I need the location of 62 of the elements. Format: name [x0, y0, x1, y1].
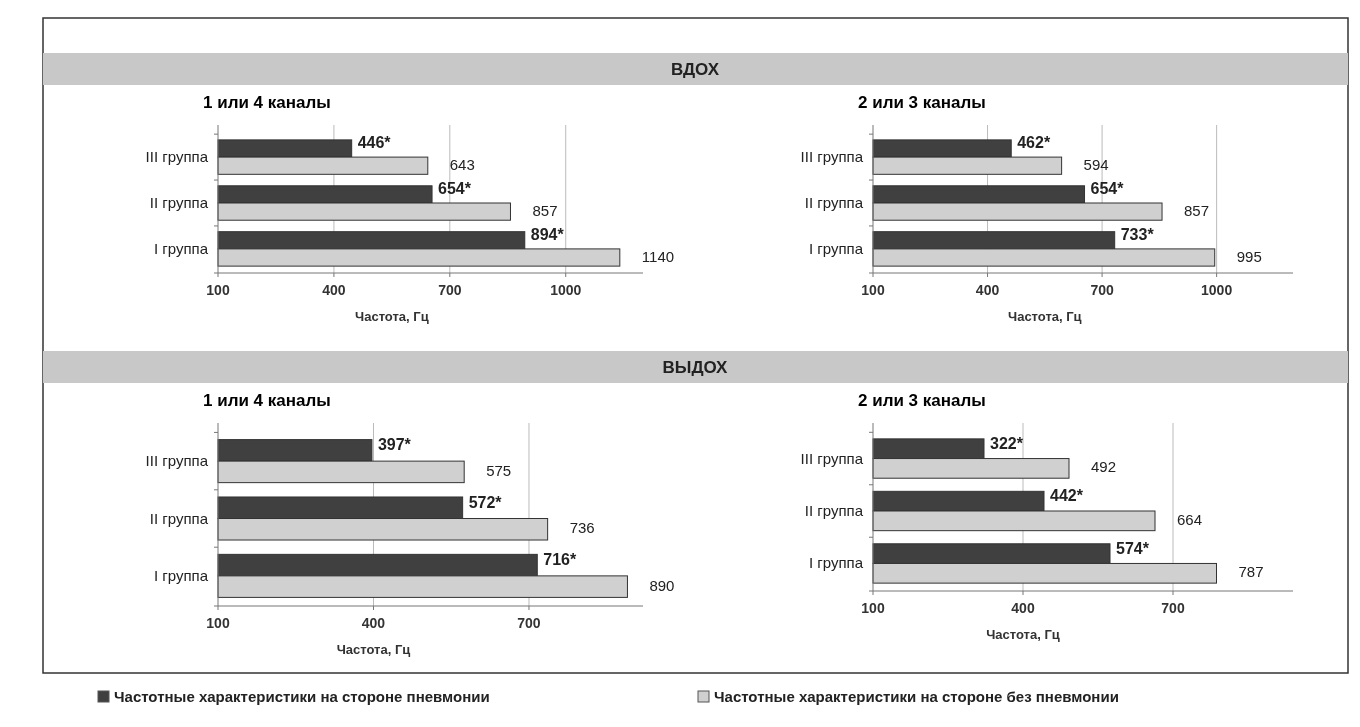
data-label: 575: [486, 461, 512, 479]
text: ВДОХ: [670, 60, 720, 79]
data-label: 1140: [641, 247, 675, 265]
data-label: 572*: [468, 493, 503, 511]
data-label: 594: [1083, 155, 1109, 173]
legend-label: Частотные характеристики на стороне пневмонии: [114, 688, 490, 705]
data-label: 857: [1184, 201, 1210, 219]
chart-title: 2 или 3 каналы: [858, 93, 986, 112]
data-label: 787: [1238, 563, 1264, 581]
data-label: 716*: [543, 551, 577, 569]
data-label: 322*: [990, 434, 1024, 452]
data-label: 446*: [357, 134, 392, 152]
data-label: 397*: [377, 436, 412, 454]
y-tick-label: I группа: [808, 239, 864, 257]
x-tick-label: 100: [861, 282, 885, 298]
x-tick-label: 400: [322, 282, 346, 298]
data-label: 733*: [1120, 226, 1155, 244]
y-tick-label: III группа: [145, 148, 209, 166]
y-tick-label: III группа: [800, 449, 864, 467]
x-axis-title: Частота, Гц: [986, 627, 1060, 642]
x-tick-label: 400: [975, 282, 1000, 298]
x-tick-label: 1000: [1201, 282, 1233, 298]
y-tick-label: I группа: [808, 554, 864, 572]
chart-title: 1 или 4 каналы: [203, 93, 331, 112]
legend-label: Частотные характеристики на стороне без пневмонии: [714, 688, 1119, 705]
y-tick-label: I группа: [153, 239, 209, 257]
x-tick-label: 1000: [550, 282, 582, 298]
x-tick-label: 100: [861, 600, 885, 616]
data-label: 442*: [1050, 487, 1084, 505]
y-tick-label: II группа: [149, 194, 209, 211]
y-tick-label: III группа: [145, 452, 209, 470]
chart-title: 2 или 3 каналы: [858, 391, 986, 410]
x-tick-label: 400: [1011, 600, 1035, 616]
x-tick-label: 700: [517, 615, 541, 631]
data-label: 890: [649, 576, 675, 594]
x-tick-label: 700: [1161, 600, 1185, 616]
x-tick-label: 700: [1090, 282, 1114, 298]
x-axis-title: Частота, Гц: [336, 642, 411, 657]
data-label: 492: [1091, 458, 1117, 476]
data-label: 736: [569, 519, 595, 537]
y-tick-label: II группа: [149, 509, 209, 527]
data-label: 654*: [1090, 180, 1125, 198]
data-label: 995: [1236, 247, 1262, 265]
x-tick-label: 400: [361, 615, 386, 631]
data-label: 894*: [530, 226, 565, 244]
data-label: 654*: [438, 180, 472, 198]
x-axis-title: Частота, Гц: [1008, 309, 1082, 324]
y-tick-label: II группа: [804, 194, 864, 211]
x-tick-label: 100: [206, 615, 230, 631]
data-label: 857: [532, 201, 558, 219]
text: ВЫДОХ: [662, 358, 729, 377]
y-tick-label: III группа: [800, 148, 864, 166]
x-axis-title: Частота, Гц: [355, 309, 429, 324]
y-tick-label: II группа: [804, 502, 864, 519]
y-tick-label: I группа: [153, 566, 209, 584]
data-label: 643: [449, 155, 475, 173]
data-label: 664: [1177, 510, 1203, 528]
data-label: 462*: [1017, 134, 1051, 152]
chart-title: 1 или 4 каналы: [203, 391, 331, 410]
x-tick-label: 700: [438, 282, 462, 298]
x-tick-label: 100: [206, 282, 230, 298]
data-label: 574*: [1116, 539, 1150, 557]
